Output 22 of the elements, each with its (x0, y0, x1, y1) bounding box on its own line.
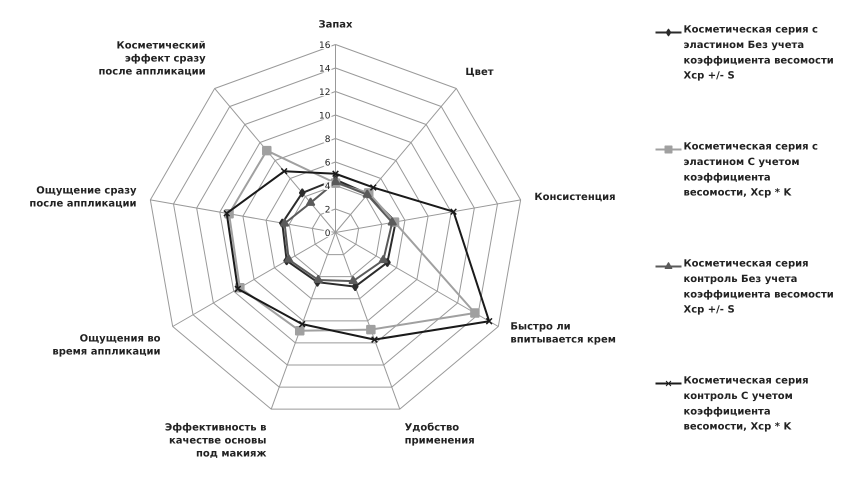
spoke-label: Ощущения во время аппликации (52, 334, 161, 358)
spoke-label: Запах (318, 20, 354, 30)
y-tick-label: 12 (319, 88, 330, 98)
y-tick-label: 2 (324, 206, 331, 216)
y-tick-label: 0 (324, 229, 331, 239)
spoke-label: Цвет (465, 66, 494, 78)
spoke-label: Ощущение сразу после аппликации (29, 185, 138, 210)
legend-label: Косметическая серия с эластином С учетом коэффициента весомости, Xcp * K (684, 142, 818, 199)
legend-label: Косметическая серия контроль С учетом коэффициента весомости, Xcp * K (684, 376, 809, 433)
y-tick-label: 16 (319, 41, 331, 51)
spoke-label: Консистенция (534, 192, 616, 203)
y-tick-label: 14 (319, 64, 331, 74)
spoke-label: Косметический эффект сразу после аппликации (98, 40, 206, 78)
spoke-label: Быстро ли впитывается крем (510, 321, 616, 346)
y-tick-label: 8 (324, 135, 331, 145)
spoke-label: Удобство применения (404, 422, 475, 447)
legend-label: Косметическая серия контроль Без учета коэффициента весомости Xcp +/- S (684, 258, 834, 316)
spoke-label: Эффективность в качестве основы под макияж (164, 422, 266, 460)
y-tick-label: 10 (319, 112, 331, 122)
y-tick-label: 4 (324, 182, 331, 192)
legend-label: Косметическая серия с эластином Без учета коэффициента весомости Xcp +/- S (684, 24, 834, 82)
y-tick-label: 6 (324, 158, 331, 168)
